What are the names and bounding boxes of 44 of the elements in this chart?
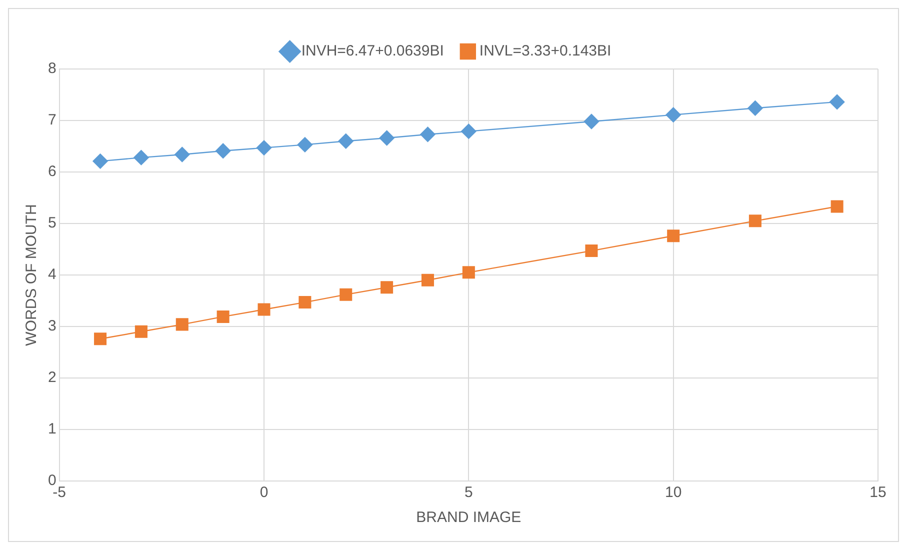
y-tick-label: 3 [48,318,56,335]
point [258,303,270,316]
point [829,94,845,110]
point [830,200,844,213]
y-tick-label: 4 [48,266,56,284]
x-axis-title: BRAND IMAGE [416,509,522,526]
point [420,126,436,142]
legend-label: INVL=3.33+0.143BI [479,42,612,60]
y-tick-label: 2 [48,369,56,386]
point [134,150,149,166]
point [94,332,107,346]
x-tick-label: 5 [464,484,473,502]
y-tick-label: 1 [48,420,56,438]
x-tick-label: 15 [870,484,886,502]
point [380,281,394,294]
point [256,140,272,156]
point [340,288,352,301]
point [461,124,476,139]
point [215,143,231,158]
point [298,296,312,309]
point [297,137,313,152]
y-axis-title: WORDS OF MOUTH [23,204,40,346]
point [134,325,148,338]
legend-label: INVH=6.47+0.0639BI [301,42,444,60]
point [92,154,108,169]
y-tick-label: 6 [48,163,56,180]
y-tick-label: 7 [48,112,56,129]
x-tick-label: 0 [260,484,268,502]
point [666,107,681,122]
point [667,230,680,242]
point [462,266,475,279]
point [338,134,354,149]
point [216,310,230,323]
point [585,244,598,258]
point [584,114,600,130]
point [176,318,188,331]
point [421,274,434,286]
point [379,130,394,146]
point [174,146,190,162]
y-tick-label: 5 [48,214,56,232]
y-tick-label: 8 [48,60,56,78]
point [748,100,763,116]
point [748,214,762,228]
x-tick-label: 10 [664,484,682,502]
